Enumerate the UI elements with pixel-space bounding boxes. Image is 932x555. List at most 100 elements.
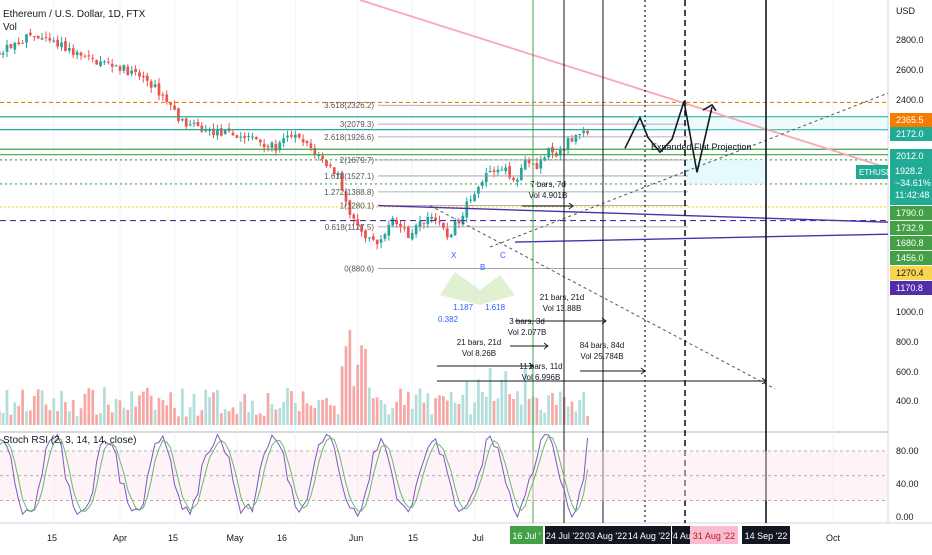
volume-bar bbox=[114, 398, 118, 425]
price-tag-bg-5 bbox=[890, 236, 932, 250]
candle-body bbox=[278, 142, 282, 150]
candle-body bbox=[317, 155, 321, 157]
volume-bar bbox=[192, 393, 196, 425]
price-tag-2: 2012.0 bbox=[896, 151, 924, 161]
volume-bar bbox=[395, 401, 398, 425]
volume-bar bbox=[570, 401, 574, 425]
candle-body bbox=[512, 177, 515, 180]
volume-bar bbox=[99, 412, 102, 425]
volume-bar bbox=[547, 395, 550, 425]
measure-vol-4: Vol 25.784B bbox=[580, 352, 623, 361]
candle-body bbox=[99, 61, 102, 67]
volume-bar bbox=[566, 406, 570, 425]
price-tick-2: 2400.0 bbox=[896, 95, 924, 105]
measure-arrowhead-3 bbox=[528, 362, 534, 370]
volume-bar bbox=[586, 416, 589, 425]
volume-bar bbox=[227, 411, 231, 425]
volume-bar bbox=[138, 395, 141, 425]
volume-bar bbox=[383, 404, 387, 425]
candle-body bbox=[527, 159, 531, 164]
candle-body bbox=[56, 39, 60, 47]
candle-body bbox=[457, 221, 461, 224]
volume-bar bbox=[106, 404, 110, 425]
wave-label-1: C bbox=[500, 251, 506, 260]
ticker-price: 1928.2 bbox=[895, 166, 923, 176]
time-highlight-0: 16 Jul ' bbox=[512, 531, 541, 541]
volume-bar bbox=[418, 388, 422, 425]
volume-bar bbox=[465, 381, 469, 425]
candle-body bbox=[395, 219, 398, 225]
candle-body bbox=[40, 38, 44, 40]
candle-body bbox=[360, 225, 363, 232]
volume-bar bbox=[473, 402, 476, 425]
candle-body bbox=[255, 137, 258, 140]
projection-label: Expanded Flat Projection bbox=[651, 142, 752, 152]
candle-body bbox=[356, 219, 360, 226]
time-highlight-3: 14 Aug '22 bbox=[628, 531, 670, 541]
price-tag-3: 1790.0 bbox=[896, 208, 924, 218]
candle-body bbox=[516, 179, 519, 182]
volume-bar bbox=[219, 413, 223, 425]
volume-bar bbox=[36, 389, 40, 425]
volume-bar bbox=[60, 390, 63, 425]
candle-body bbox=[274, 143, 278, 152]
volume-bar bbox=[519, 404, 523, 425]
price-tag-6: 1456.0 bbox=[896, 253, 924, 263]
price-tag-bg-1 bbox=[890, 127, 932, 141]
volume-bar bbox=[290, 391, 293, 425]
candle-body bbox=[535, 163, 539, 169]
candle-body bbox=[13, 42, 17, 50]
volume-bar bbox=[367, 387, 371, 425]
volume-bar bbox=[169, 392, 173, 425]
candle-body bbox=[184, 118, 188, 127]
trendline-pink bbox=[359, 0, 889, 169]
candle-body bbox=[153, 84, 157, 87]
volume-bar bbox=[157, 397, 161, 425]
candle-body bbox=[566, 138, 570, 150]
volume-bar bbox=[282, 402, 286, 425]
candle-body bbox=[103, 61, 106, 63]
volume-bar bbox=[574, 411, 578, 425]
candle-body bbox=[558, 149, 562, 156]
volume-bar bbox=[153, 409, 157, 425]
price-tag-7: 1270.4 bbox=[896, 268, 924, 278]
candle-body bbox=[9, 44, 13, 48]
candle-body bbox=[212, 128, 215, 136]
price-tag-1: 2172.0 bbox=[896, 129, 924, 139]
candle-body bbox=[196, 122, 200, 126]
candle-body bbox=[496, 169, 500, 173]
symbol-title[interactable]: Ethereum / U.S. Dollar, 1D, FTX bbox=[3, 9, 146, 20]
volume-bar bbox=[414, 394, 418, 425]
candle-body bbox=[235, 135, 239, 138]
candle-body bbox=[379, 239, 383, 243]
volume-bar bbox=[103, 387, 106, 425]
candle-body bbox=[438, 221, 441, 223]
volume-bar bbox=[434, 398, 437, 425]
volume-bar bbox=[356, 364, 360, 425]
volume-bar bbox=[126, 409, 130, 425]
measure-bars-0: 7 bars, 7d bbox=[530, 180, 566, 189]
stoch-rsi-legend[interactable]: Stoch RSI (2, 3, 14, 14, close) bbox=[3, 435, 137, 446]
candle-body bbox=[508, 166, 511, 178]
price-tag-0: 2365.5 bbox=[896, 115, 924, 125]
volume-bar bbox=[212, 392, 215, 425]
candle-body bbox=[243, 135, 247, 139]
candle-body bbox=[64, 41, 67, 51]
volume-bar bbox=[453, 402, 457, 425]
candle-body bbox=[325, 160, 328, 167]
volume-bar bbox=[1, 412, 5, 425]
candle-body bbox=[344, 191, 348, 202]
fib-label-7: 0.618(1127.5) bbox=[325, 223, 375, 232]
candle-body bbox=[79, 52, 83, 56]
volume-bar bbox=[321, 399, 324, 425]
volume-bar bbox=[177, 416, 180, 425]
volume-bar bbox=[118, 400, 122, 425]
time-highlight-6: 14 Sep '22 bbox=[745, 531, 788, 541]
rsi-tick-2: 0.00 bbox=[896, 512, 914, 522]
candle-body bbox=[223, 129, 227, 135]
volume-bar bbox=[578, 400, 582, 425]
candle-body bbox=[32, 36, 36, 38]
measure-bars-4: 84 bars, 84d bbox=[580, 341, 624, 350]
